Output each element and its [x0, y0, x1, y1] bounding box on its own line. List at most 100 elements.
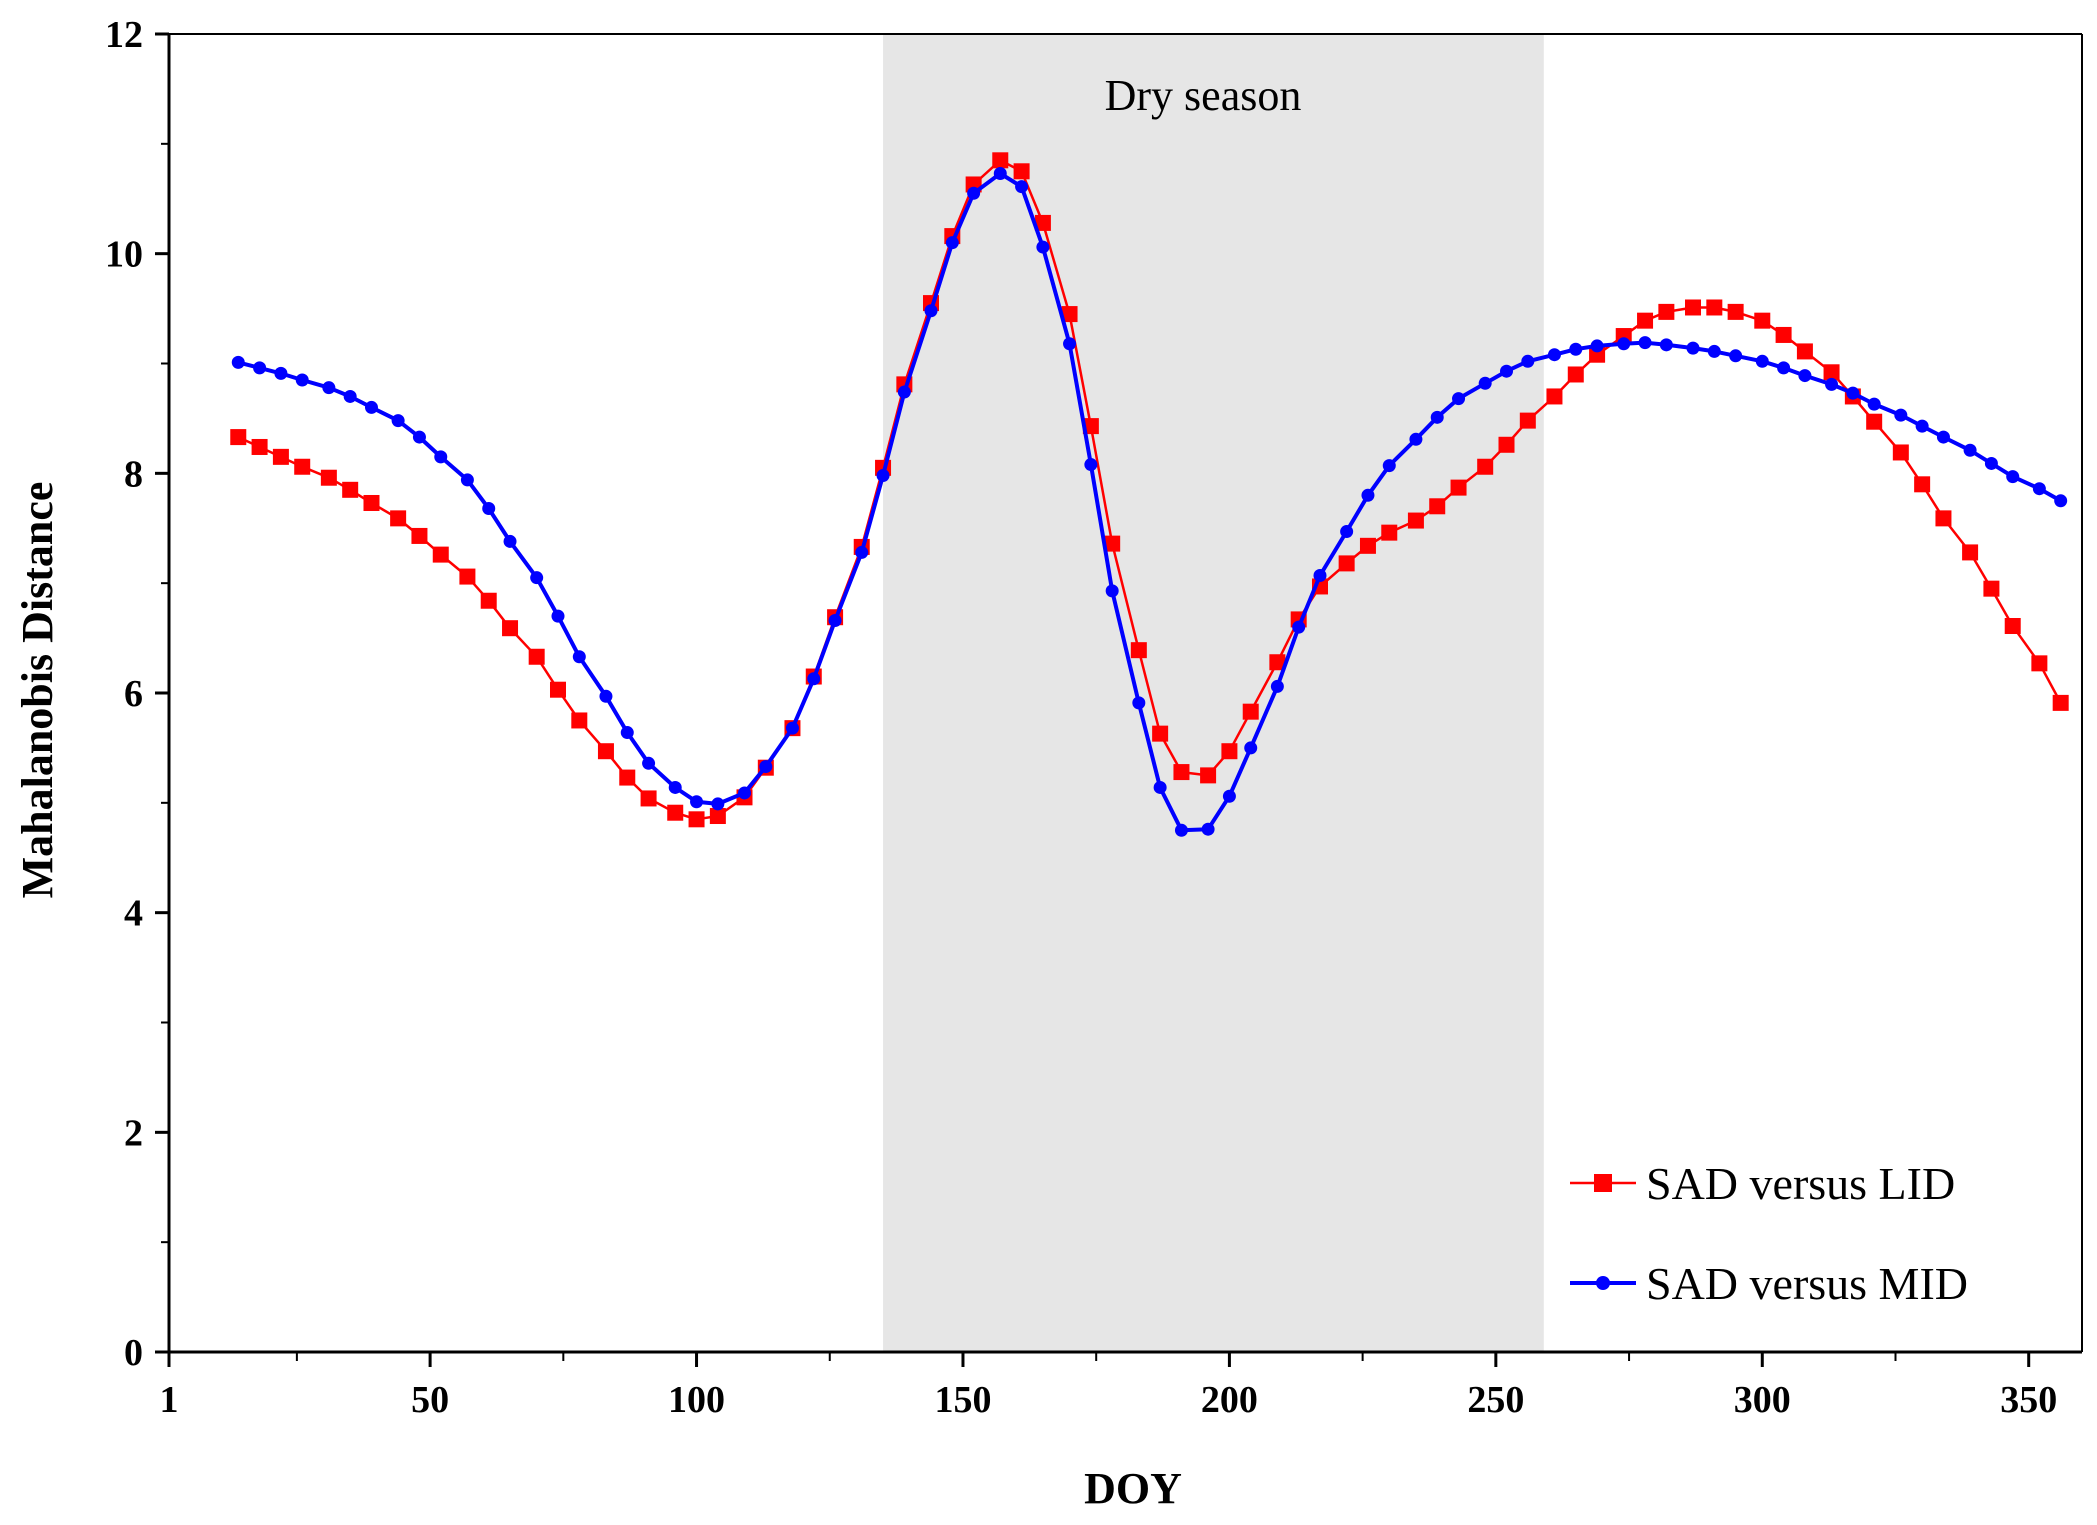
data-point-2-78 — [2006, 470, 2020, 484]
data-point-2-54 — [1452, 392, 1466, 406]
data-point-2-46 — [1270, 679, 1284, 693]
data-point-1-62 — [1637, 312, 1654, 329]
data-point-1-19 — [640, 790, 657, 807]
x-tick-label-300: 300 — [1734, 1379, 1791, 1421]
data-point-1-12 — [480, 592, 497, 609]
data-point-2-63 — [1659, 338, 1673, 352]
data-point-2-14 — [530, 571, 544, 585]
data-point-1-50 — [1359, 537, 1376, 554]
data-point-1-20 — [667, 804, 684, 821]
data-point-2-8 — [391, 414, 405, 428]
data-point-2-40 — [1132, 696, 1146, 710]
data-point-2-6 — [343, 389, 357, 403]
data-point-2-42 — [1174, 823, 1188, 837]
data-point-1-42 — [1173, 764, 1190, 781]
data-point-1-11 — [459, 568, 476, 585]
data-point-2-30 — [897, 385, 911, 399]
data-point-2-48 — [1313, 568, 1327, 582]
data-point-1-38 — [1082, 418, 1099, 435]
data-point-2-65 — [1707, 344, 1721, 358]
data-point-1-57 — [1519, 412, 1536, 429]
data-point-2-29 — [876, 469, 890, 483]
data-point-1-64 — [1685, 299, 1702, 316]
data-point-2-11 — [460, 473, 474, 487]
data-point-1-2 — [251, 438, 268, 455]
data-point-2-23 — [737, 786, 751, 800]
data-point-1-9 — [411, 527, 428, 544]
data-point-1-67 — [1754, 312, 1771, 329]
data-point-2-27 — [828, 614, 842, 628]
data-point-2-75 — [1936, 430, 1950, 444]
data-point-2-37 — [1063, 337, 1077, 351]
legend-marker-2 — [1596, 1276, 1610, 1290]
data-point-2-68 — [1777, 361, 1791, 375]
x-axis-title: DOY — [1084, 1464, 1182, 1513]
data-point-1-21 — [688, 811, 705, 828]
data-point-2-13 — [503, 534, 517, 548]
data-point-2-10 — [434, 450, 448, 464]
data-point-2-39 — [1105, 584, 1119, 598]
data-point-2-57 — [1521, 354, 1535, 368]
data-point-1-78 — [2004, 618, 2021, 635]
legend-marker-1 — [1594, 1174, 1612, 1192]
data-point-2-24 — [759, 760, 773, 774]
data-point-2-66 — [1729, 349, 1743, 363]
data-point-2-41 — [1153, 780, 1167, 794]
data-point-2-79 — [2032, 482, 2046, 496]
data-point-2-3 — [274, 366, 288, 380]
data-point-1-22 — [709, 808, 726, 825]
dry-season-label: Dry season — [1105, 71, 1302, 120]
data-point-2-73 — [1894, 408, 1908, 422]
data-point-2-59 — [1569, 342, 1583, 356]
y-axis-title: Mahalanobis Distance — [13, 482, 62, 899]
data-point-2-45 — [1244, 741, 1258, 755]
data-point-1-41 — [1152, 725, 1169, 742]
data-point-1-52 — [1407, 512, 1424, 529]
data-point-1-45 — [1242, 703, 1259, 720]
data-point-2-50 — [1361, 488, 1375, 502]
data-point-2-44 — [1222, 789, 1236, 803]
legend-label-1: SAD versus LID — [1646, 1158, 1955, 1209]
data-point-1-79 — [2031, 655, 2048, 672]
data-point-1-75 — [1935, 510, 1952, 527]
data-point-1-58 — [1546, 388, 1563, 405]
data-point-2-31 — [924, 304, 938, 318]
data-point-1-4 — [294, 458, 311, 475]
series-2 — [231, 166, 2068, 837]
data-point-2-1 — [231, 355, 245, 369]
data-point-1-72 — [1866, 413, 1883, 430]
data-point-2-49 — [1340, 525, 1354, 539]
data-point-2-18 — [620, 726, 634, 740]
data-point-1-18 — [619, 769, 636, 786]
x-tick-label-150: 150 — [934, 1379, 991, 1421]
legend: SAD versus LID SAD versus MID — [1570, 1158, 1968, 1309]
data-point-2-20 — [668, 780, 682, 794]
data-point-2-25 — [785, 721, 799, 735]
data-point-2-9 — [412, 430, 426, 444]
data-point-2-77 — [1984, 456, 1998, 470]
data-point-1-56 — [1498, 436, 1515, 453]
data-point-1-8 — [390, 510, 407, 527]
data-point-2-19 — [642, 756, 656, 770]
data-point-2-34 — [993, 166, 1007, 180]
legend-label-2: SAD versus MID — [1646, 1258, 1968, 1309]
data-point-1-40 — [1130, 642, 1147, 659]
data-point-1-54 — [1450, 479, 1467, 496]
y-tick-label-2: 2 — [124, 1112, 143, 1154]
data-point-2-21 — [690, 795, 704, 809]
data-point-1-73 — [1892, 444, 1909, 461]
data-point-1-17 — [597, 743, 614, 760]
x-tick-label-250: 250 — [1467, 1379, 1524, 1421]
data-point-1-6 — [342, 481, 359, 498]
data-point-1-49 — [1338, 555, 1355, 572]
data-point-1-80 — [2052, 694, 2069, 711]
data-point-1-77 — [1983, 580, 2000, 597]
data-point-1-66 — [1727, 303, 1744, 320]
data-point-2-76 — [1963, 443, 1977, 457]
y-tick-label-6: 6 — [124, 673, 143, 715]
data-point-2-26 — [807, 672, 821, 686]
data-point-2-67 — [1755, 354, 1769, 368]
data-point-1-76 — [1962, 544, 1979, 561]
